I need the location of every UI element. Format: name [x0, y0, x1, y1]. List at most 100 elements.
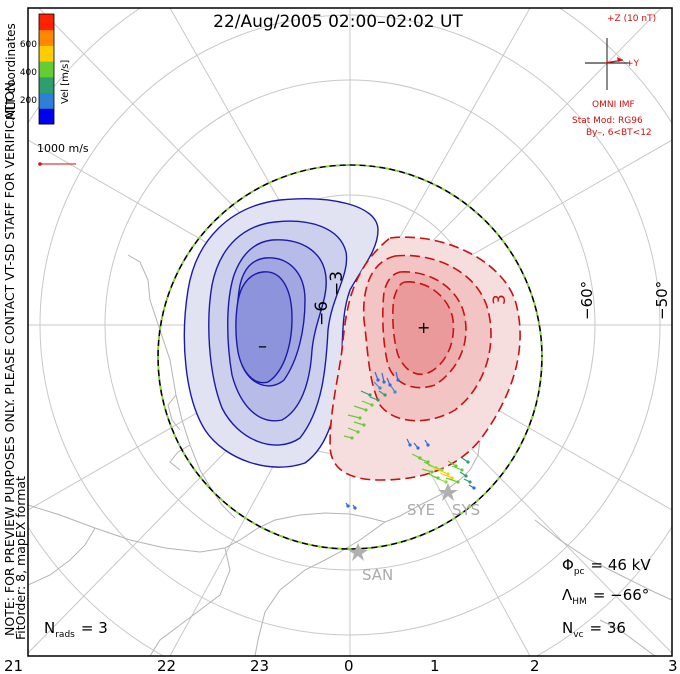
contour-label-pos3: 3 — [490, 294, 510, 305]
colorbar-label: Vel [m/s] — [60, 60, 71, 104]
velocity-vector — [439, 472, 453, 479]
velocity-vectors — [343, 371, 476, 510]
colorbar-tick-600: 600 — [20, 40, 37, 50]
mlt-label-3: 3 — [668, 657, 678, 674]
mlt-label-22: 22 — [157, 657, 176, 674]
mlt-label-21: 21 — [4, 657, 23, 674]
n-vc-stat: Nvc = 36 — [562, 619, 626, 640]
velocity-vector — [451, 465, 463, 471]
velocity-vector — [427, 473, 439, 479]
radar-label-sys: SYS — [452, 501, 480, 519]
stats-block: Φpc = 46 kV ΛHM = −66° Nvc = 36 Nrads = 3 — [44, 556, 651, 640]
colorbar-segment — [39, 76, 54, 94]
velocity-vector-origin — [446, 472, 450, 476]
velocity-vector-origin — [358, 416, 362, 420]
velocity-vector-origin — [376, 378, 380, 382]
velocity-vector-origin — [350, 436, 354, 440]
velocity-vector-origin — [378, 386, 382, 390]
mlt-label-2: 2 — [530, 657, 540, 674]
radar-label-sye: SYE — [407, 501, 435, 519]
velocity-vector — [433, 467, 449, 475]
radar-marker-sye-sys — [438, 483, 458, 501]
preview-note: NOTE: FOR PREVIEW PURPOSES ONLY. PLEASE … — [2, 78, 17, 636]
velocity-vector-origin — [426, 443, 430, 447]
velocity-vector-origin — [396, 378, 400, 382]
colorbar-segment — [39, 92, 54, 109]
velocity-vector — [427, 464, 443, 471]
velocity-vector-origin — [356, 430, 360, 434]
imf-z-label: +Z (10 nT) — [607, 14, 656, 24]
velocity-vector-origin — [382, 380, 386, 384]
lambda-hm-stat: ΛHM = −66° — [562, 586, 649, 607]
velocity-vector-origin — [376, 398, 380, 402]
phi-pc-stat: Φpc = 46 kV — [562, 556, 651, 577]
colorbar-tick-200: 200 — [20, 96, 37, 106]
velocity-vector-origin — [408, 443, 412, 447]
velocity-vector-origin — [388, 383, 392, 387]
imf-condition: By–, 6<BT<12 — [586, 128, 652, 138]
velocity-vector-origin — [456, 480, 460, 484]
contour-label-neg3: −3 — [327, 271, 347, 296]
velocity-vector-origin — [353, 506, 357, 510]
velocity-vector-origin — [426, 460, 430, 464]
radar-sites — [348, 483, 458, 561]
velocity-color-bar — [39, 14, 54, 125]
velocity-vector-origin — [346, 504, 350, 508]
colorbar-segment — [39, 45, 54, 62]
imf-clock — [585, 38, 630, 90]
mlt-label-0: 0 — [344, 657, 354, 674]
velocity-vector-origin — [393, 390, 397, 394]
lat-label-50: −50° — [653, 281, 671, 320]
mlt-coordinates-label: MLT coordinates — [4, 23, 18, 120]
velocity-vector-origin — [383, 393, 387, 397]
colorbar-segment — [39, 108, 54, 125]
heppner-maynard-boundary — [157, 164, 543, 550]
velocity-vector-origin — [444, 480, 448, 484]
velocity-vector — [353, 421, 365, 426]
vector-scale-label: 1000 m/s — [37, 142, 89, 155]
radar-label-san: SAN — [362, 566, 393, 584]
plot-title: 22/Aug/2005 02:00–02:02 UT — [213, 12, 463, 32]
velocity-vector-origin — [362, 423, 366, 427]
velocity-vector-origin — [464, 474, 468, 478]
velocity-vector — [421, 468, 433, 473]
velocity-vector — [353, 405, 367, 411]
mlt-axis-labels: 21 22 23 0 1 2 3 — [4, 657, 678, 674]
imf-source: OMNI IMF — [592, 100, 635, 110]
velocity-vector-origin — [472, 486, 476, 490]
velocity-vector-origin — [450, 476, 454, 480]
velocity-vector-origin — [466, 460, 470, 464]
imf-model: Stat Mod: RG96 — [572, 116, 643, 126]
coastline — [28, 254, 672, 656]
potential-max-marker: + — [417, 318, 430, 337]
velocity-vector-origin — [430, 470, 434, 474]
lat-label-60: −60° — [578, 281, 596, 320]
velocity-vector — [445, 477, 459, 483]
velocity-vector-origin — [368, 393, 372, 397]
velocity-vector-origin — [364, 408, 368, 412]
dusk-cell-negative: – — [183, 198, 379, 468]
n-rads-stat: Nrads = 3 — [44, 619, 108, 640]
velocity-vector — [417, 457, 429, 463]
velocity-vector-origin — [460, 468, 464, 472]
colorbar-segment — [39, 61, 54, 78]
imf-y-label: +Y — [626, 59, 640, 69]
velocity-vector — [347, 414, 361, 419]
colorbar-tick-400: 400 — [20, 68, 37, 78]
contour-label-neg6: −6 — [312, 301, 332, 326]
mlt-label-23: 23 — [250, 657, 269, 674]
radar-marker-san — [348, 543, 368, 561]
potential-min-marker: – — [258, 336, 267, 357]
velocity-vector — [347, 427, 359, 433]
velocity-vector — [361, 400, 373, 406]
velocity-vector-origin — [468, 480, 472, 484]
velocity-vector-origin — [454, 464, 458, 468]
velocity-vector — [360, 390, 371, 396]
dawn-cell-positive: + — [329, 236, 521, 481]
velocity-vector-origin — [436, 476, 440, 480]
velocity-vector-origin — [416, 446, 420, 450]
plot-frame — [27, 7, 673, 657]
fit-order-note: FitOrder: 8, mapEX format — [13, 476, 28, 640]
velocity-vector-origin — [370, 403, 374, 407]
